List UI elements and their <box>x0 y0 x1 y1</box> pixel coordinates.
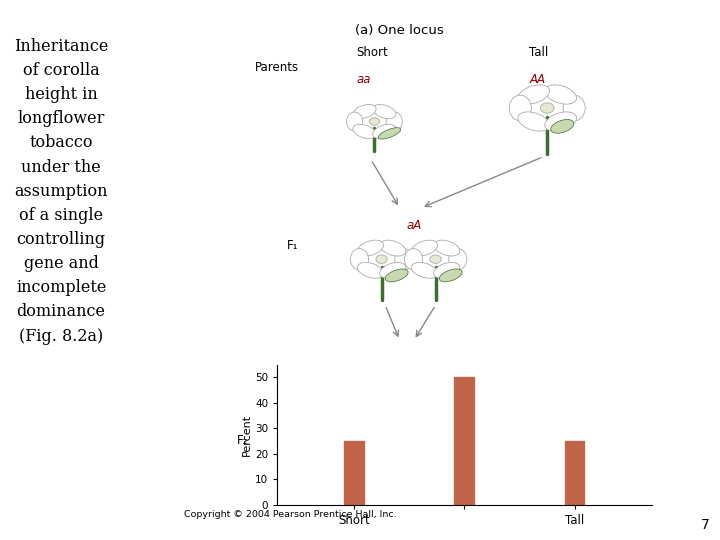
Ellipse shape <box>395 248 413 270</box>
Ellipse shape <box>353 124 376 138</box>
Ellipse shape <box>357 262 384 278</box>
Ellipse shape <box>433 262 460 278</box>
Ellipse shape <box>373 105 396 119</box>
Ellipse shape <box>346 112 363 131</box>
Circle shape <box>376 255 387 264</box>
Bar <box>344 441 364 505</box>
Text: Short: Short <box>356 46 388 59</box>
Circle shape <box>540 103 554 113</box>
Ellipse shape <box>411 262 438 278</box>
Text: (a) One locus: (a) One locus <box>355 24 444 37</box>
Ellipse shape <box>563 95 585 121</box>
Ellipse shape <box>509 95 531 121</box>
Text: aA: aA <box>406 219 422 232</box>
Ellipse shape <box>351 248 369 270</box>
Ellipse shape <box>545 85 577 104</box>
Bar <box>454 377 474 505</box>
Text: F₁: F₁ <box>287 239 299 252</box>
Circle shape <box>430 255 441 264</box>
Text: Parents: Parents <box>255 61 299 74</box>
Ellipse shape <box>357 240 384 256</box>
Ellipse shape <box>518 112 549 131</box>
Ellipse shape <box>385 269 408 282</box>
Ellipse shape <box>545 112 577 131</box>
Bar <box>564 441 585 505</box>
Ellipse shape <box>449 248 467 270</box>
Text: AA: AA <box>529 73 545 86</box>
Ellipse shape <box>386 112 402 131</box>
Ellipse shape <box>378 127 401 139</box>
Ellipse shape <box>353 105 376 119</box>
Text: aa: aa <box>356 73 371 86</box>
Ellipse shape <box>433 240 460 256</box>
Ellipse shape <box>518 85 549 104</box>
Ellipse shape <box>379 240 406 256</box>
Text: Tall: Tall <box>529 46 549 59</box>
Text: Copyright © 2004 Pearson Prentice Hall, Inc.: Copyright © 2004 Pearson Prentice Hall, … <box>184 510 396 519</box>
Ellipse shape <box>379 262 406 278</box>
Ellipse shape <box>373 124 396 138</box>
Ellipse shape <box>411 240 438 256</box>
Text: 7: 7 <box>701 518 709 532</box>
Ellipse shape <box>405 248 423 270</box>
Circle shape <box>369 118 379 125</box>
Y-axis label: Percent: Percent <box>242 414 252 456</box>
Ellipse shape <box>551 119 574 133</box>
Text: Inheritance
of corolla
height in
longflower
tobacco
under the
assumption
of a si: Inheritance of corolla height in longflo… <box>14 38 109 345</box>
Ellipse shape <box>439 269 462 282</box>
Text: F₂: F₂ <box>237 434 248 447</box>
